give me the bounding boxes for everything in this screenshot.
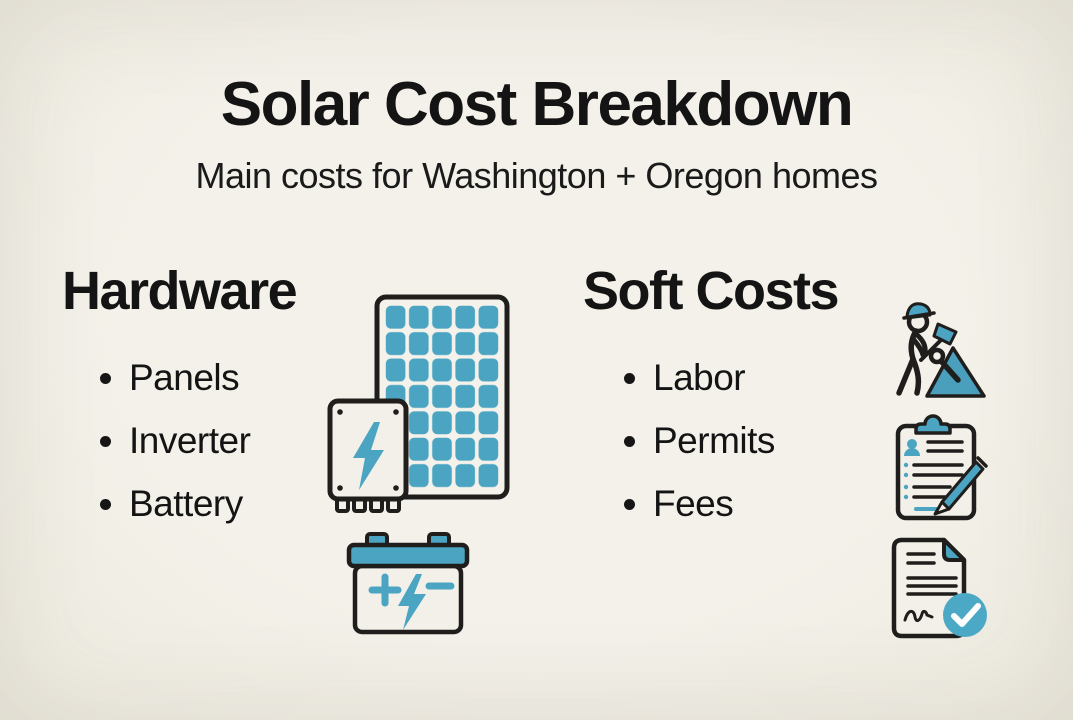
list-item-permits: Permits bbox=[624, 409, 775, 472]
list-item-panels: Panels bbox=[100, 346, 250, 409]
signed-document-check-icon bbox=[891, 537, 987, 639]
list-item-battery: Battery bbox=[100, 472, 250, 535]
bullet-dot bbox=[624, 373, 635, 384]
bullet-dot bbox=[100, 436, 111, 447]
inverter-icon bbox=[327, 398, 409, 513]
list-item-label: Battery bbox=[129, 482, 243, 524]
clipboard-icon-wrap bbox=[890, 414, 996, 524]
battery-icon bbox=[346, 532, 470, 635]
hardware-list: Panels Inverter Battery bbox=[100, 346, 251, 535]
list-item-label: Inverter bbox=[129, 419, 251, 461]
bullet-dot bbox=[624, 499, 635, 510]
list-item-label: Permits bbox=[653, 419, 775, 461]
page-subtitle: Main costs for Washington + Oregon homes bbox=[195, 155, 879, 196]
page-title: Solar Cost Breakdown bbox=[220, 70, 854, 139]
list-item-label: Fees bbox=[653, 482, 734, 524]
construction-worker-icon bbox=[896, 302, 986, 398]
list-item-label: Labor bbox=[653, 356, 746, 398]
list-item-label: Panels bbox=[129, 356, 240, 398]
bullet-dot bbox=[100, 373, 111, 384]
soft-costs-heading: Soft Costs bbox=[583, 261, 840, 321]
hardware-heading: Hardware bbox=[62, 261, 298, 321]
inverter-icon-wrap bbox=[327, 398, 409, 516]
hardware-icon-group bbox=[374, 294, 510, 500]
worker-icon-wrap bbox=[876, 296, 992, 402]
battery-icon-wrap bbox=[346, 530, 470, 636]
solar-panel-icon bbox=[374, 294, 510, 500]
document-icon-wrap bbox=[888, 536, 992, 646]
soft-costs-list: Labor Permits Fees bbox=[624, 346, 775, 535]
list-item-inverter: Inverter bbox=[100, 409, 251, 472]
bullet-dot bbox=[100, 499, 111, 510]
list-item-fees: Fees bbox=[624, 472, 775, 535]
list-item-labor: Labor bbox=[624, 346, 775, 409]
bullet-dot bbox=[624, 436, 635, 447]
clipboard-checklist-icon bbox=[895, 414, 988, 521]
